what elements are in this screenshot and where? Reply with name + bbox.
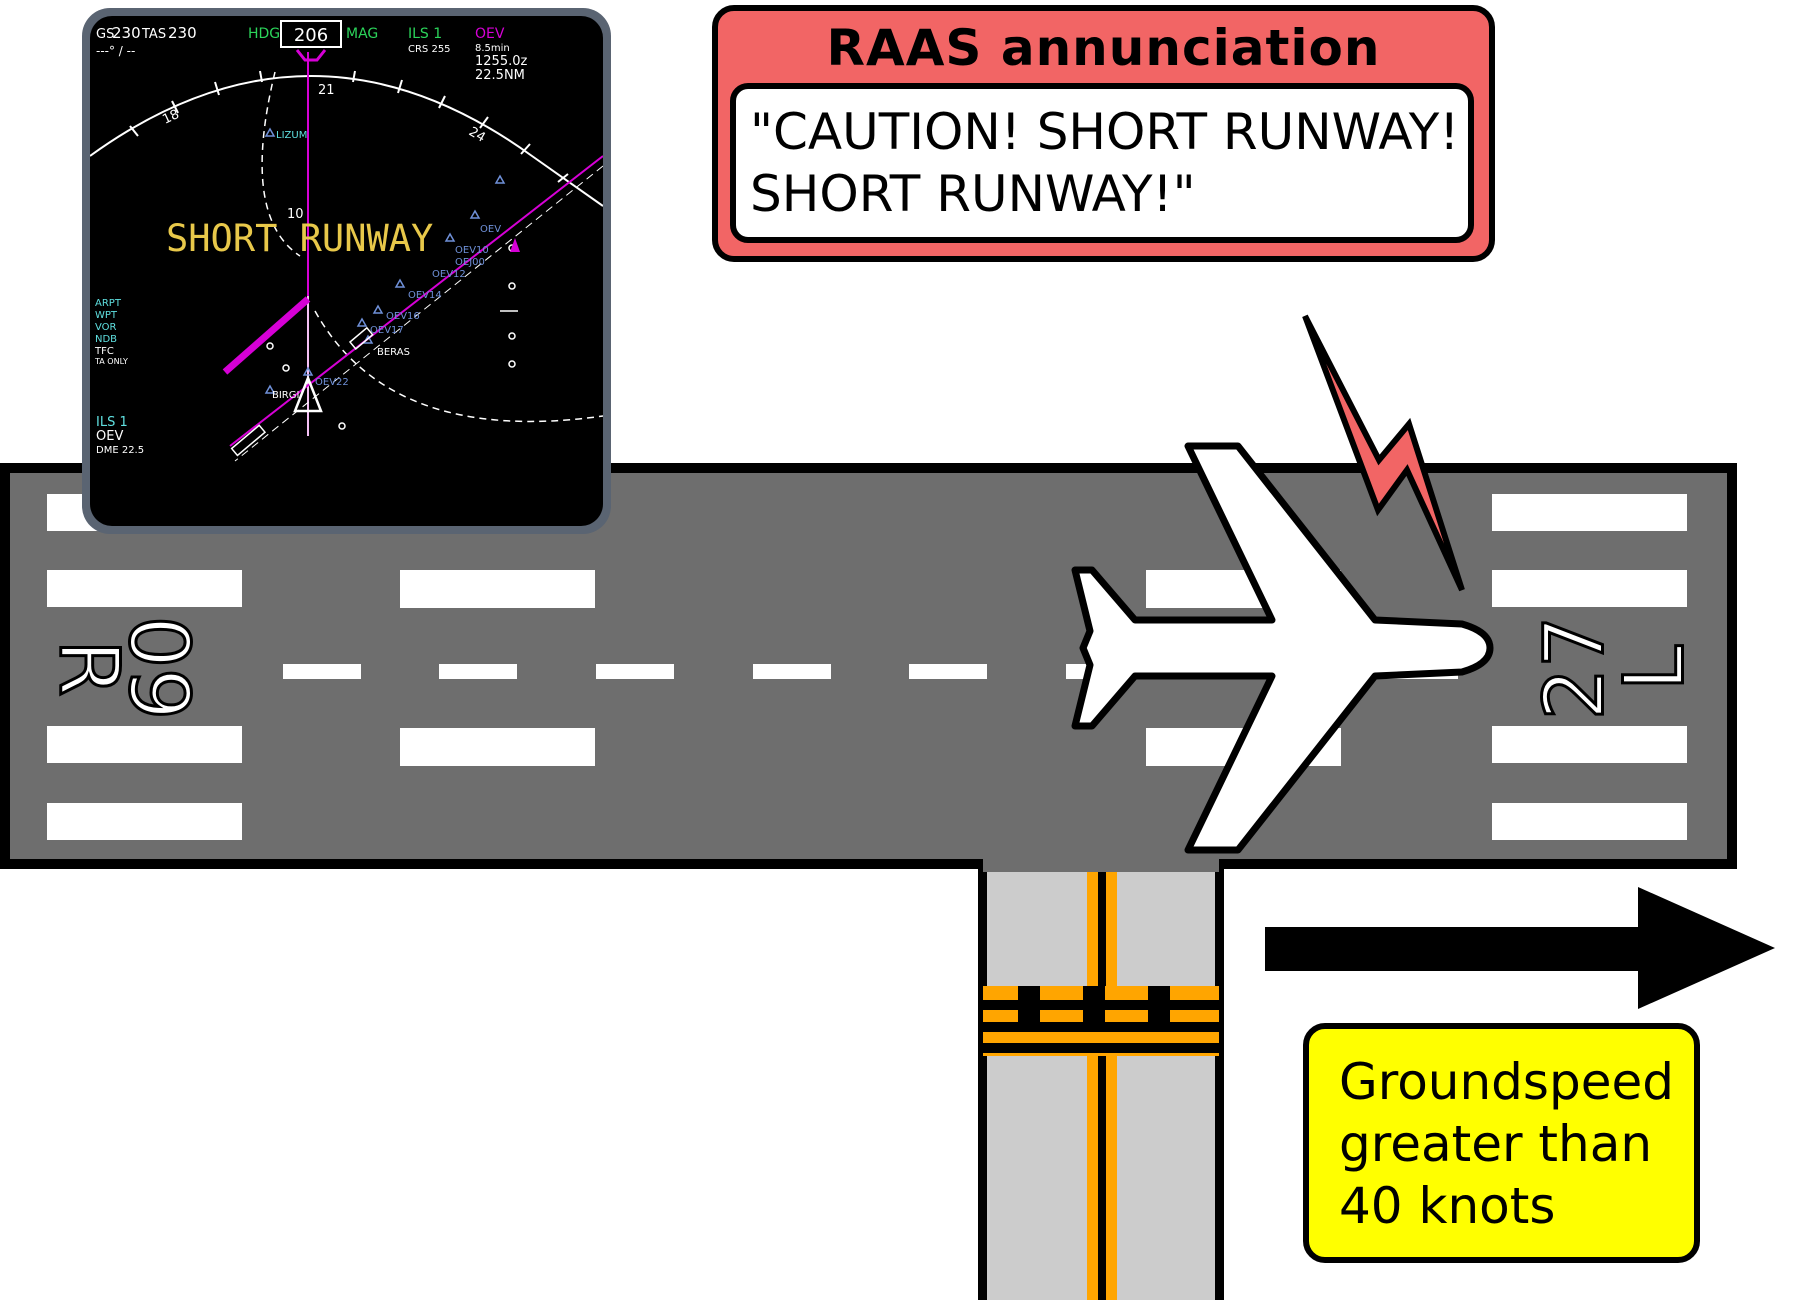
runway-symbol	[222, 296, 311, 375]
heading-value: 206	[294, 25, 328, 46]
short-runway-alert: SHORT RUNWAY	[166, 217, 433, 260]
groundspeed-note-line: Groundspeed	[1339, 1053, 1674, 1111]
fix-label: OEV16	[386, 311, 420, 322]
navigation-display-screen: GS 230 TAS 230 ---° / -- HDG 206 MAG ILS…	[90, 16, 603, 526]
raas-title: RAAS annunciation	[826, 19, 1381, 77]
raas-annunciation-box: RAAS annunciation "CAUTION! SHORT RUNWAY…	[712, 5, 1495, 262]
fix-label: OEJ00	[455, 257, 485, 268]
option-label: NDB	[95, 334, 117, 345]
fix-label: OEV14	[408, 290, 442, 301]
option-label: VOR	[95, 322, 117, 333]
option-label: TA ONLY	[94, 357, 128, 366]
compass-label: 18	[160, 107, 181, 128]
groundspeed-note-line: greater than	[1339, 1115, 1653, 1173]
runway-designator-l: L	[1608, 645, 1703, 691]
compass-label: 21	[318, 83, 335, 98]
option-label: TFC	[94, 346, 114, 357]
fix-label: OEV12	[432, 269, 466, 280]
fix-label: OEV17	[370, 325, 404, 336]
gs-label: GS	[96, 27, 114, 42]
runway-designator-27: 27	[1528, 616, 1623, 720]
compass-label: 24	[466, 124, 488, 145]
groundspeed-note-line: 40 knots	[1339, 1177, 1556, 1235]
fix-label: OEV22	[315, 377, 349, 388]
tas-label: TAS	[141, 27, 166, 42]
time-label: 1255.0z	[475, 54, 527, 69]
runway-designator-r: R	[41, 640, 136, 697]
bottom-dme-label: DME 22.5	[96, 445, 144, 456]
lightning-bolt-icon	[1302, 314, 1465, 592]
option-label: ARPT	[95, 298, 122, 309]
runway-designator-09: 09	[111, 616, 206, 720]
threshold-markings-right	[1492, 494, 1687, 840]
raas-callout: "CAUTION! SHORT RUNWAY! SHORT RUNWAY!"	[730, 83, 1474, 243]
mag-label: MAG	[346, 26, 378, 42]
hdg-label: HDG	[248, 26, 280, 42]
tas-value: 230	[168, 24, 197, 42]
airplane-icon	[1071, 442, 1494, 854]
own-aircraft-icon	[293, 374, 323, 413]
gs-value: 230	[112, 24, 141, 42]
fix-label: BERAS	[377, 347, 410, 358]
fix-label: OEV	[480, 224, 501, 235]
range-mark: 10	[287, 207, 304, 222]
bottom-station-label: OEV	[96, 429, 123, 444]
fix-label: LIZUM	[276, 130, 307, 141]
fix-label: OEV10	[455, 245, 489, 256]
navigation-display: GS 230 TAS 230 ---° / -- HDG 206 MAG ILS…	[82, 8, 611, 534]
eta-label: 8.5min	[475, 43, 510, 54]
distance-label: 22.5NM	[475, 68, 525, 83]
ils-label: ILS 1	[408, 26, 442, 42]
hold-short-marking	[983, 986, 1219, 1056]
wind-readout: ---° / --	[96, 44, 135, 58]
crs-label: CRS 255	[408, 44, 451, 55]
svg-text:GS: GS	[96, 27, 114, 42]
groundspeed-note: Groundspeed greater than 40 knots	[1303, 1023, 1700, 1263]
direction-arrow	[1265, 887, 1775, 1009]
bottom-ils-label: ILS 1	[96, 415, 128, 430]
raas-callout-line: "CAUTION! SHORT RUNWAY!	[750, 103, 1460, 161]
option-label: WPT	[95, 310, 118, 321]
waypoint-label: OEV	[475, 26, 505, 42]
taxiway	[978, 855, 1224, 1300]
fix-label: BIRGI	[272, 390, 299, 401]
raas-callout-line: SHORT RUNWAY!"	[750, 165, 1196, 223]
